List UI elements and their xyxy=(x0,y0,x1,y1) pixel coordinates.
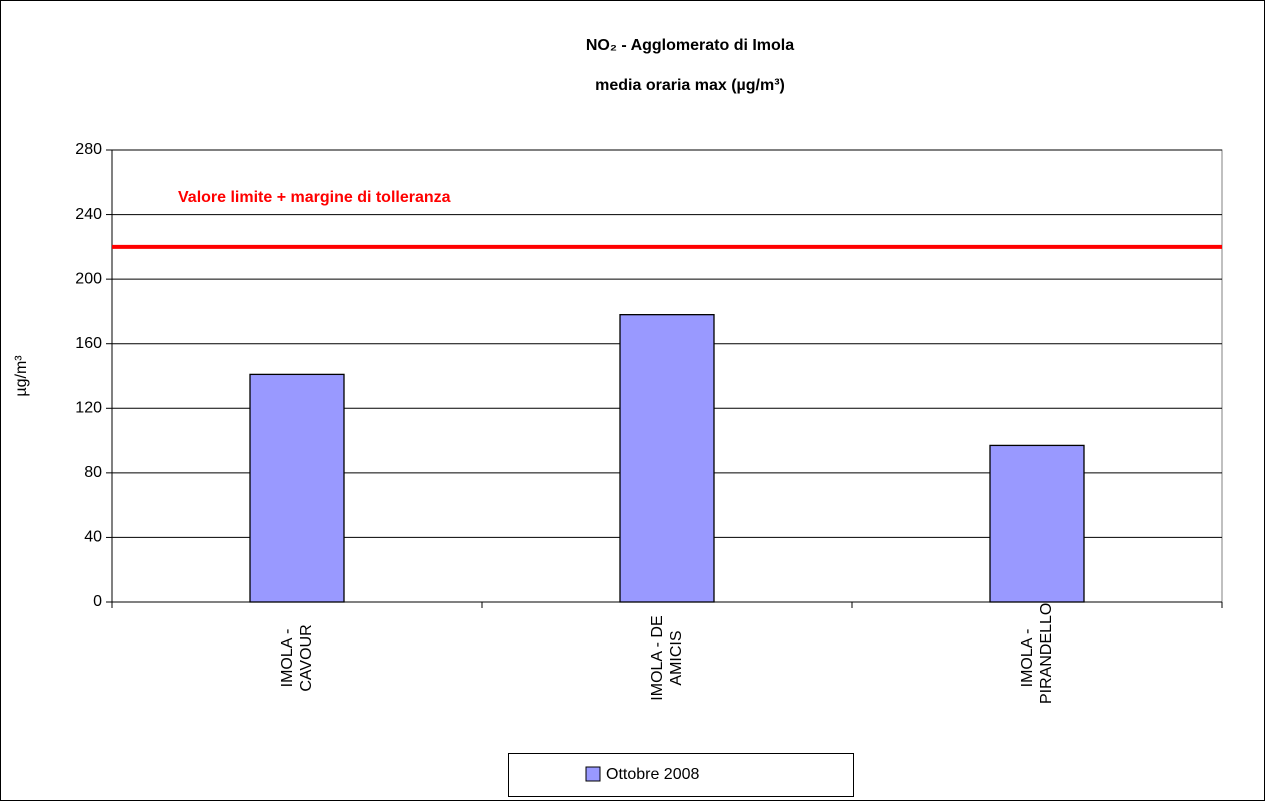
x-tick-label: IMOLA - PIRANDELLO xyxy=(1019,602,1055,704)
legend-label: Ottobre 2008 xyxy=(606,766,700,783)
bar xyxy=(619,314,715,603)
x-tick-label: IMOLA - CAVOUR xyxy=(279,624,315,692)
y-tick-label: 240 xyxy=(75,206,102,223)
y-tick-label: 40 xyxy=(84,529,102,546)
chart-title: NO₂ - Agglomerato di Imola xyxy=(586,37,794,54)
y-tick-label: 200 xyxy=(75,270,102,287)
bar xyxy=(249,373,345,603)
reference-label: Valore limite + margine di tolleranza xyxy=(178,189,451,206)
y-tick-label: 280 xyxy=(75,141,102,158)
y-tick-label: 0 xyxy=(93,593,102,610)
y-tick-label: 120 xyxy=(75,400,102,417)
x-tick-label: IMOLA - DE AMICIS xyxy=(649,615,685,701)
chart-subtitle: media oraria max (µg/m³) xyxy=(595,77,785,94)
y-tick-label: 80 xyxy=(84,464,102,481)
bar xyxy=(989,444,1085,603)
legend-swatch xyxy=(585,766,601,782)
y-tick-label: 160 xyxy=(75,335,102,352)
legend-box xyxy=(508,753,854,797)
y-axis-label: µg/m³ xyxy=(13,355,30,397)
